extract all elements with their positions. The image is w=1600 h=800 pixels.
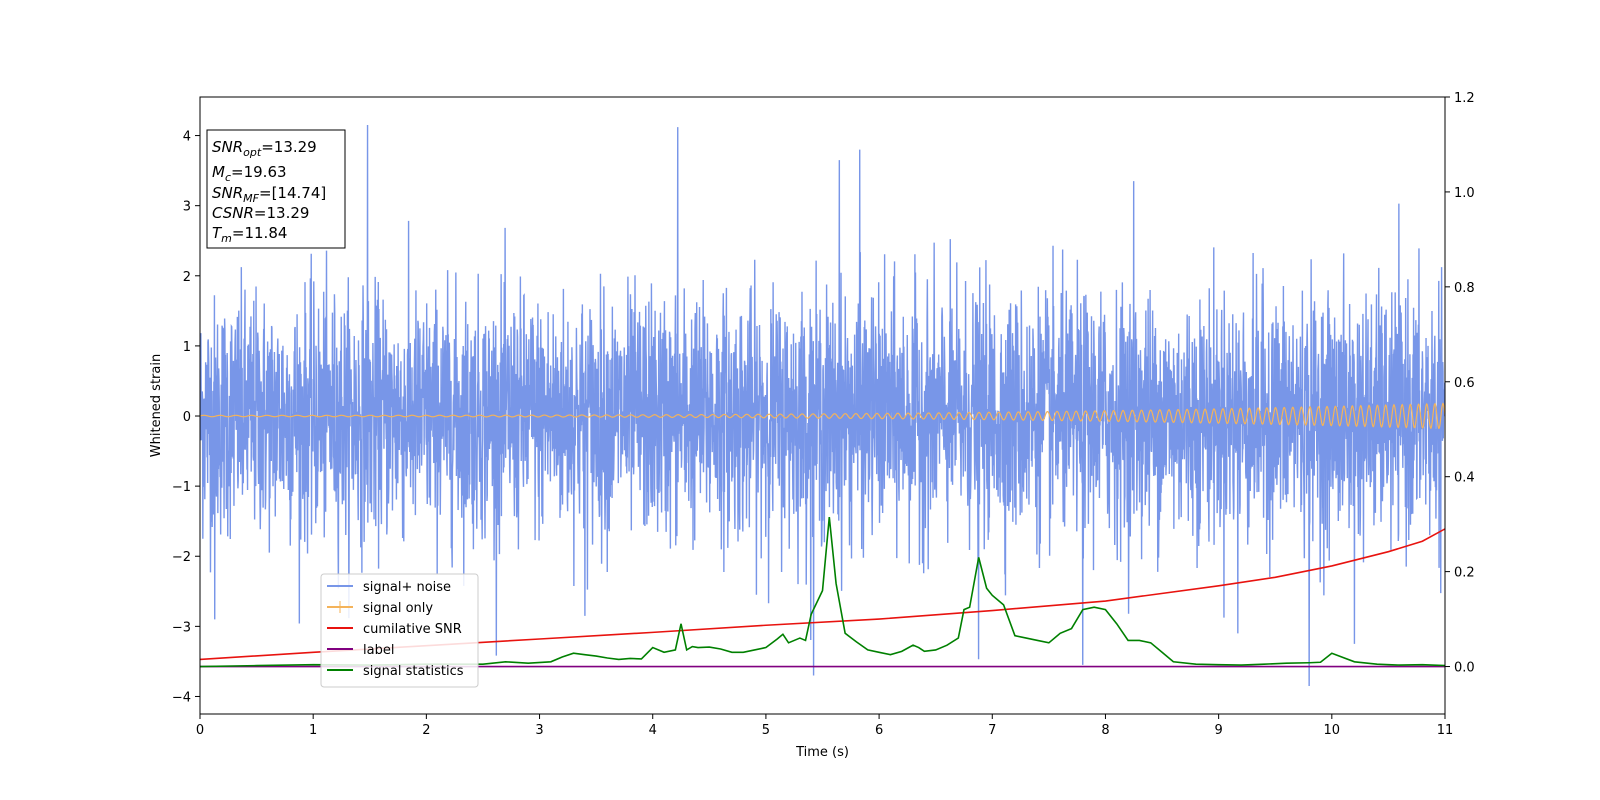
y2-tick-label: 0.4 (1454, 471, 1475, 486)
x-tick-label: 10 (1324, 723, 1341, 738)
y-tick-label: −3 (172, 620, 191, 635)
x-tick-label: 7 (988, 723, 996, 738)
legend-label: signal statistics (363, 664, 464, 679)
x-tick-label: 5 (762, 723, 770, 738)
x-tick-label: 11 (1437, 723, 1454, 738)
y2-tick-label: 1.0 (1454, 186, 1475, 201)
y-tick-label: −2 (172, 550, 191, 565)
annotation-line: Mc=19.63 (212, 163, 287, 184)
y-axis-label: Whitened strain (149, 354, 164, 457)
legend-label: signal+ noise (363, 580, 451, 595)
annotation-value: =[14.74] (259, 184, 326, 202)
series-signal-only (200, 402, 1445, 430)
y2-tick-label: 0.0 (1454, 661, 1475, 676)
legend-frame (320, 573, 479, 688)
annotation-line: SNRopt=13.29 (212, 138, 317, 159)
x-tick-label: 9 (1214, 723, 1222, 738)
x-tick-label: 2 (422, 723, 430, 738)
x-tick-label: 4 (649, 723, 657, 738)
annotation-value: =13.29 (254, 204, 310, 222)
y-axis: −4 −3 −2 −1 0 1 2 3 4 (172, 130, 200, 705)
annotation-subscript: m (221, 232, 232, 245)
annotation-line: CSNR=13.29 (212, 204, 309, 222)
y2-tick-label: 0.6 (1454, 376, 1475, 391)
series-signal-statistics (200, 516, 1445, 668)
annotation-line: SNRMF=[14.74] (212, 184, 326, 205)
series-signal-noise (200, 125, 1445, 686)
y-tick-label: 0 (183, 410, 191, 425)
legend-label: signal only (363, 601, 433, 616)
y-tick-label: 3 (183, 200, 191, 215)
annotation-value: =19.63 (231, 163, 287, 181)
y-tick-label: 4 (183, 130, 191, 145)
plot-frame (199, 96, 1446, 715)
annotation-box: SNRopt=13.29Mc=19.63SNRMF=[14.74]CSNR=13… (206, 129, 346, 249)
y2-tick-label: 0.2 (1454, 566, 1475, 581)
annotation-line: Tm=11.84 (212, 224, 287, 245)
x-tick-label: 3 (535, 723, 543, 738)
x-tick-label: 0 (196, 723, 204, 738)
annotation-symbol: SNR (212, 138, 243, 156)
y2-tick-label: 1.2 (1454, 91, 1475, 106)
y2-axis: 0.0 0.2 0.4 0.6 0.8 1.0 1.2 (1445, 91, 1475, 676)
annotation-symbol: M (212, 163, 225, 181)
annotation-value: =11.84 (232, 224, 288, 242)
annotation-symbol: T (212, 224, 223, 242)
annotation-subscript: MF (243, 192, 259, 205)
annotation-value: =13.29 (261, 138, 317, 156)
x-axis-label: Time (s) (795, 745, 849, 760)
annotation-symbol: SNR (212, 184, 243, 202)
annotation-subscript: c (225, 171, 231, 184)
x-axis: 0 1 2 3 4 5 6 7 8 9 10 11 (196, 714, 1453, 738)
x-tick-label: 6 (875, 723, 883, 738)
y-tick-label: −4 (172, 690, 191, 705)
legend-label: label (363, 643, 394, 658)
y-tick-label: 2 (183, 270, 191, 285)
legend-label: cumilative SNR (363, 622, 462, 637)
legend: signal+ noise signal only cumilative SNR la… (320, 573, 479, 688)
y-tick-label: 1 (183, 340, 191, 355)
annotation-subscript: opt (243, 146, 262, 159)
x-tick-label: 1 (309, 723, 317, 738)
annotation-frame (206, 129, 346, 249)
x-tick-label: 8 (1101, 723, 1109, 738)
annotation-symbol: CSNR (212, 204, 254, 222)
y2-tick-label: 0.8 (1454, 281, 1475, 296)
y-tick-label: −1 (172, 480, 191, 495)
